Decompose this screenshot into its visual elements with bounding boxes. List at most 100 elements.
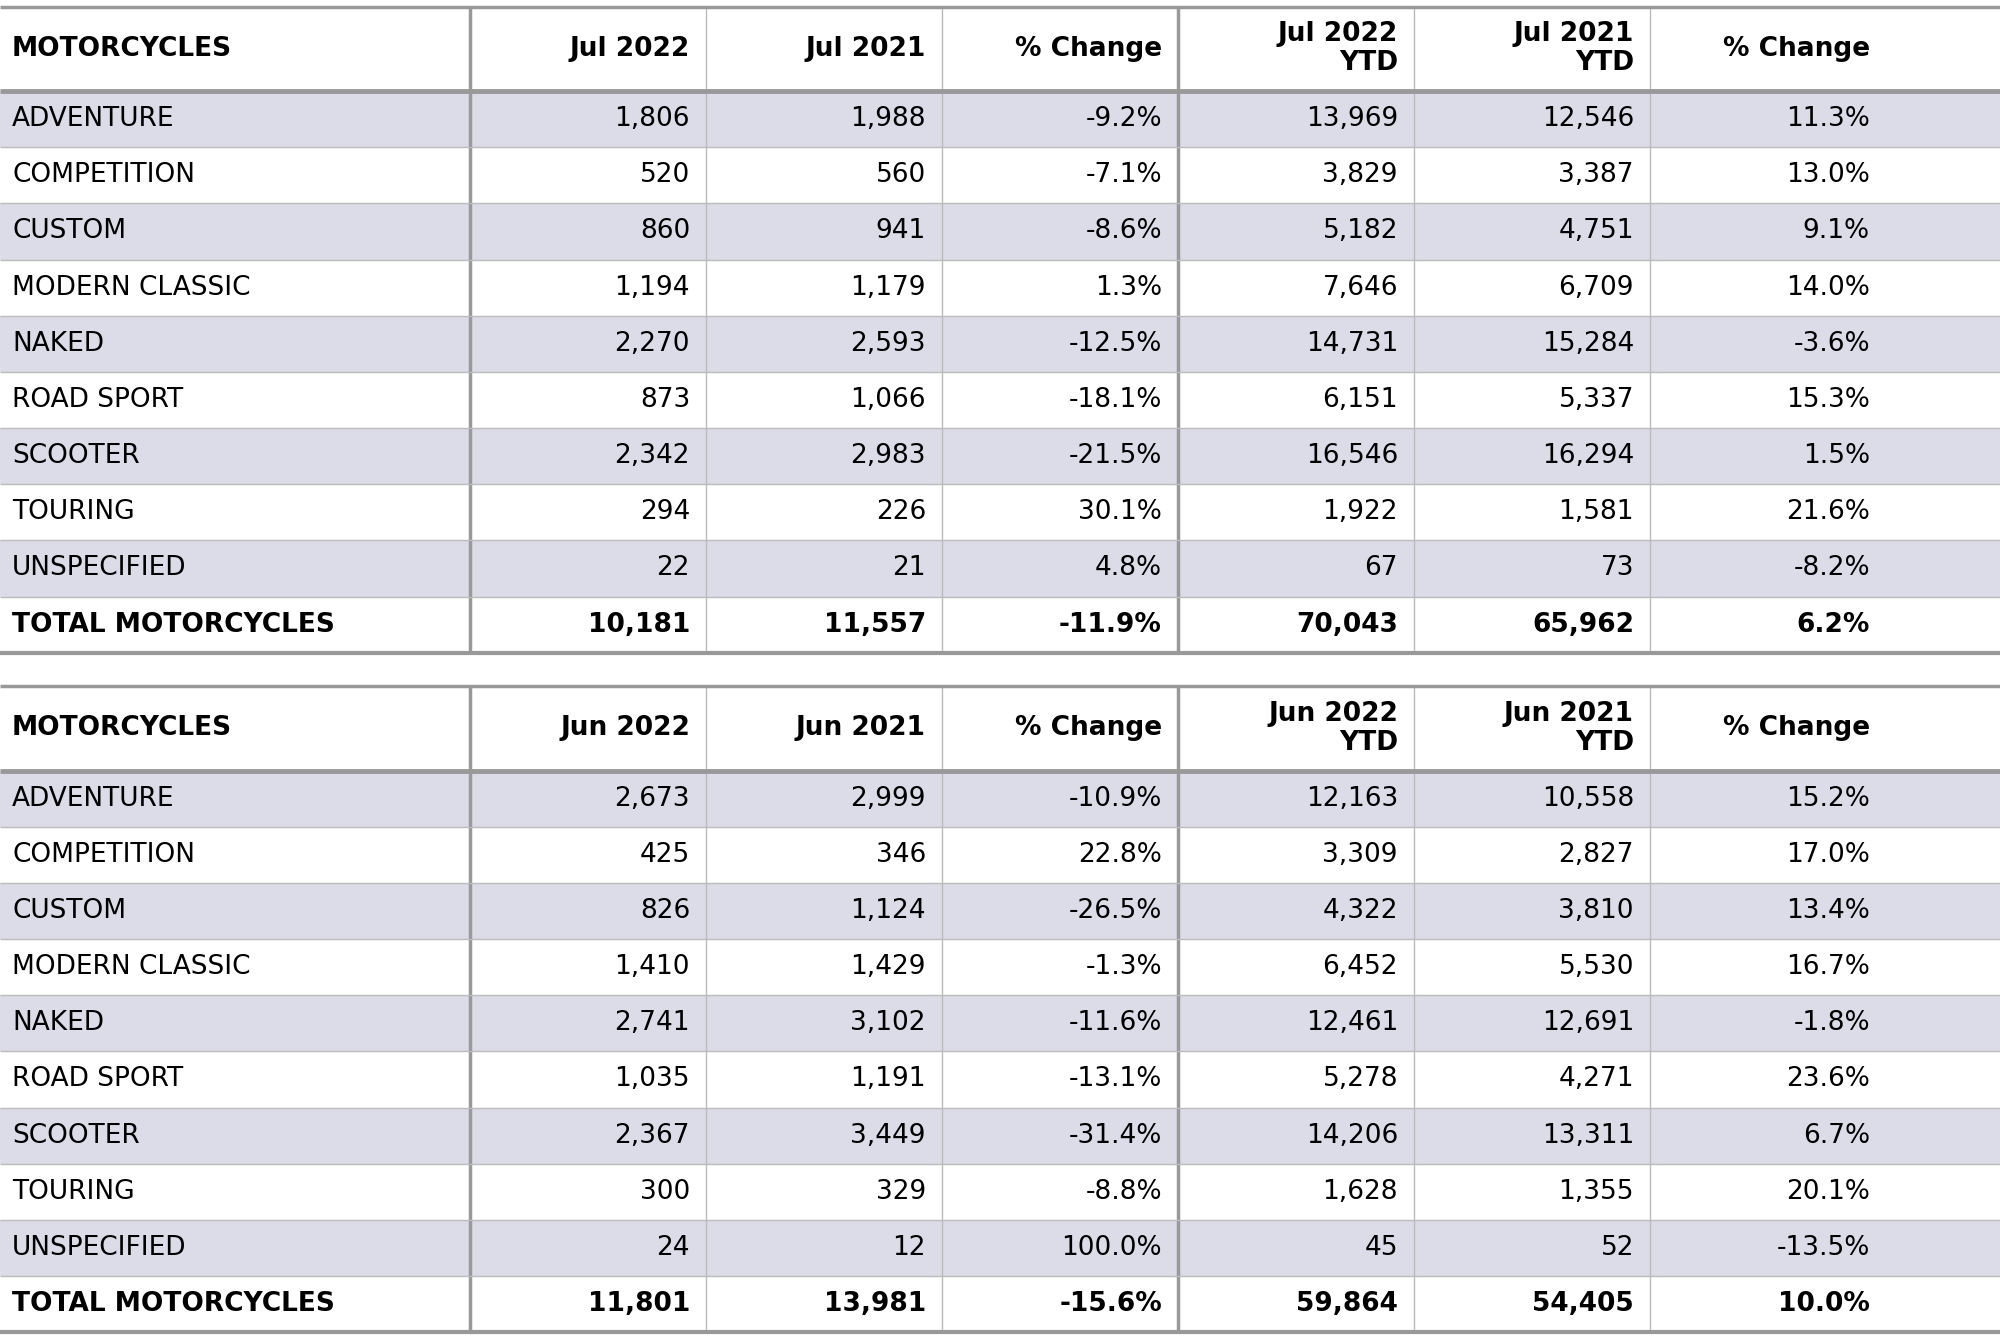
Text: 6.7%: 6.7% (1802, 1122, 1870, 1149)
Text: 1,035: 1,035 (614, 1066, 690, 1093)
Text: 20.1%: 20.1% (1786, 1178, 1870, 1205)
Text: 4,322: 4,322 (1322, 898, 1398, 924)
Text: -1.3%: -1.3% (1086, 955, 1162, 980)
Text: 2,827: 2,827 (1558, 842, 1634, 868)
Text: 2,983: 2,983 (850, 443, 926, 469)
Text: 1,429: 1,429 (850, 955, 926, 980)
Text: 1,628: 1,628 (1322, 1178, 1398, 1205)
Text: 14.0%: 14.0% (1786, 274, 1870, 300)
Bar (0, 316, 2000, 372)
Text: 873: 873 (640, 387, 690, 412)
Text: 14,731: 14,731 (1306, 331, 1398, 356)
Text: 5,182: 5,182 (1322, 218, 1398, 245)
Text: 941: 941 (876, 218, 926, 245)
Text: TOURING: TOURING (12, 499, 134, 525)
Text: 1,179: 1,179 (850, 274, 926, 300)
Text: 2,593: 2,593 (850, 331, 926, 356)
Text: 52: 52 (1600, 1235, 1634, 1261)
Text: 6.2%: 6.2% (1796, 612, 1870, 637)
Text: 1.5%: 1.5% (1802, 443, 1870, 469)
Text: 294: 294 (640, 499, 690, 525)
Text: 3,810: 3,810 (1558, 898, 1634, 924)
Text: 6,151: 6,151 (1322, 387, 1398, 412)
Text: 21: 21 (892, 556, 926, 581)
Text: ROAD SPORT: ROAD SPORT (12, 1066, 184, 1093)
Text: 3,449: 3,449 (850, 1122, 926, 1149)
Text: 24: 24 (656, 1235, 690, 1261)
Text: 4,271: 4,271 (1558, 1066, 1634, 1093)
Text: 4,751: 4,751 (1558, 218, 1634, 245)
Bar (0, 7, 2000, 91)
Bar (0, 939, 2000, 995)
Bar (0, 260, 2000, 316)
Text: 15.2%: 15.2% (1786, 786, 1870, 811)
Text: SCOOTER: SCOOTER (12, 1122, 140, 1149)
Text: 45: 45 (1364, 1235, 1398, 1261)
Text: 15,284: 15,284 (1542, 331, 1634, 356)
Text: 12,546: 12,546 (1542, 106, 1634, 133)
Text: 4.8%: 4.8% (1094, 556, 1162, 581)
Text: 14,206: 14,206 (1306, 1122, 1398, 1149)
Text: 21.6%: 21.6% (1786, 499, 1870, 525)
Text: 6,709: 6,709 (1558, 274, 1634, 300)
Text: 2,367: 2,367 (614, 1122, 690, 1149)
Text: 9.1%: 9.1% (1802, 218, 1870, 245)
Text: 2,673: 2,673 (614, 786, 690, 811)
Text: -8.6%: -8.6% (1086, 218, 1162, 245)
Text: 1,410: 1,410 (614, 955, 690, 980)
Text: 5,530: 5,530 (1558, 955, 1634, 980)
Text: -31.4%: -31.4% (1068, 1122, 1162, 1149)
Text: Jul 2022: Jul 2022 (570, 36, 690, 62)
Text: % Change: % Change (1014, 36, 1162, 62)
Text: 560: 560 (876, 162, 926, 189)
Text: -8.2%: -8.2% (1794, 556, 1870, 581)
Text: COMPETITION: COMPETITION (12, 842, 196, 868)
Text: 15.3%: 15.3% (1786, 387, 1870, 412)
Bar (0, 826, 2000, 882)
Text: 2,741: 2,741 (614, 1011, 690, 1036)
Text: 70,043: 70,043 (1296, 612, 1398, 637)
Bar (0, 428, 2000, 485)
Text: MOTORCYCLES: MOTORCYCLES (12, 715, 232, 742)
Text: 30.1%: 30.1% (1078, 499, 1162, 525)
Text: 1,922: 1,922 (1322, 499, 1398, 525)
Text: -13.5%: -13.5% (1776, 1235, 1870, 1261)
Text: 12,163: 12,163 (1306, 786, 1398, 811)
Text: 10,181: 10,181 (588, 612, 690, 637)
Text: MOTORCYCLES: MOTORCYCLES (12, 36, 232, 62)
Bar (0, 770, 2000, 826)
Text: ADVENTURE: ADVENTURE (12, 106, 174, 133)
Text: -13.1%: -13.1% (1068, 1066, 1162, 1093)
Text: 10.0%: 10.0% (1778, 1291, 1870, 1318)
Text: 16,546: 16,546 (1306, 443, 1398, 469)
Text: Jul 2021
YTD: Jul 2021 YTD (1514, 21, 1634, 76)
Text: 13,981: 13,981 (824, 1291, 926, 1318)
Text: 520: 520 (640, 162, 690, 189)
Text: -9.2%: -9.2% (1086, 106, 1162, 133)
Bar (0, 597, 2000, 653)
Text: 11,801: 11,801 (588, 1291, 690, 1318)
Text: 11,557: 11,557 (824, 612, 926, 637)
Text: 826: 826 (640, 898, 690, 924)
Text: 1,581: 1,581 (1558, 499, 1634, 525)
Text: 1.3%: 1.3% (1094, 274, 1162, 300)
Text: -7.1%: -7.1% (1086, 162, 1162, 189)
Text: 13,969: 13,969 (1306, 106, 1398, 133)
Text: 59,864: 59,864 (1296, 1291, 1398, 1318)
Text: NAKED: NAKED (12, 1011, 104, 1036)
Bar (0, 204, 2000, 260)
Bar (0, 882, 2000, 939)
Text: 3,387: 3,387 (1558, 162, 1634, 189)
Text: -15.6%: -15.6% (1060, 1291, 1162, 1318)
Text: 13.0%: 13.0% (1786, 162, 1870, 189)
Text: 1,355: 1,355 (1558, 1178, 1634, 1205)
Text: 5,278: 5,278 (1322, 1066, 1398, 1093)
Bar (0, 147, 2000, 204)
Text: 12,461: 12,461 (1306, 1011, 1398, 1036)
Text: -10.9%: -10.9% (1068, 786, 1162, 811)
Text: Jul 2022
YTD: Jul 2022 YTD (1278, 21, 1398, 76)
Bar (0, 1051, 2000, 1107)
Text: 6,452: 6,452 (1322, 955, 1398, 980)
Text: 5,337: 5,337 (1558, 387, 1634, 412)
Text: % Change: % Change (1014, 715, 1162, 742)
